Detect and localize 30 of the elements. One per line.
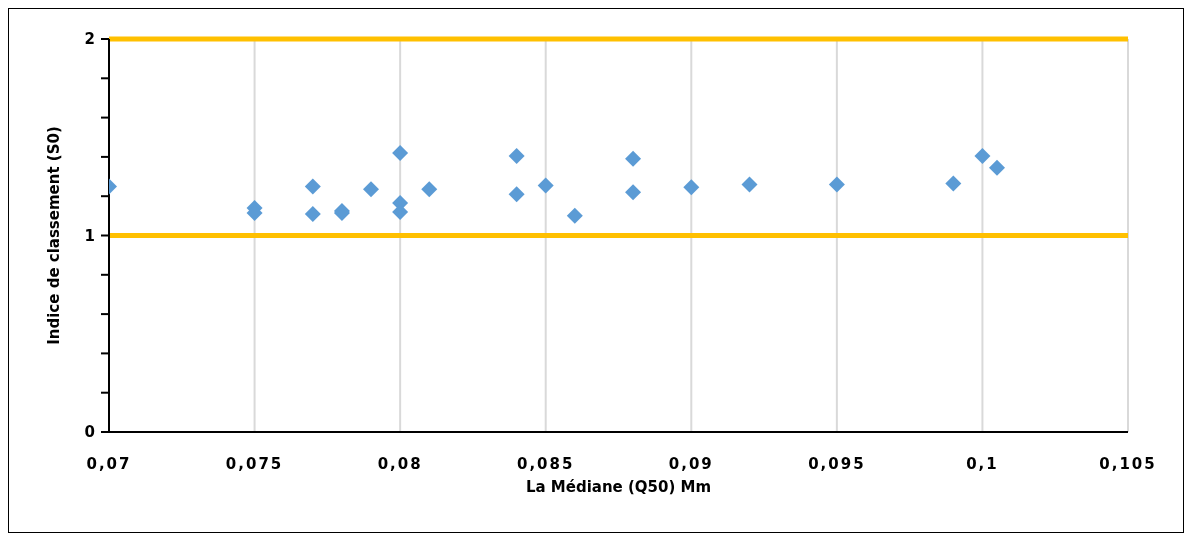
x-tick-label: 0,07 [86, 454, 132, 473]
point [625, 150, 642, 167]
x-tick-label: 0,105 [1099, 454, 1157, 473]
y-axis-title: Indice de classement (S0) [45, 126, 64, 345]
x-tick-label: 0,095 [808, 454, 866, 473]
y-tick-label: 1 [84, 226, 95, 245]
y-tick-label: 0 [84, 423, 95, 442]
point [988, 159, 1005, 176]
point [392, 144, 409, 161]
point [304, 178, 321, 195]
point [304, 205, 321, 222]
point [828, 176, 845, 193]
point [537, 177, 554, 194]
x-tick-label: 0,085 [516, 454, 575, 473]
x-tick-label: 0,075 [225, 454, 284, 473]
point [625, 184, 642, 201]
point [363, 181, 380, 198]
x-axis-title: La Médiane (Q50) Mm [525, 478, 712, 496]
x-tick-label: 0,1 [966, 454, 999, 473]
point [508, 147, 525, 164]
point [421, 181, 438, 198]
x-tick-label: 0,08 [377, 454, 423, 473]
point [945, 175, 962, 192]
point [741, 176, 758, 193]
x-tick-label: 0,09 [668, 454, 714, 473]
point [683, 179, 700, 196]
point [566, 207, 583, 224]
point [974, 147, 991, 164]
point [508, 186, 525, 203]
y-tick-label: 2 [84, 30, 95, 49]
